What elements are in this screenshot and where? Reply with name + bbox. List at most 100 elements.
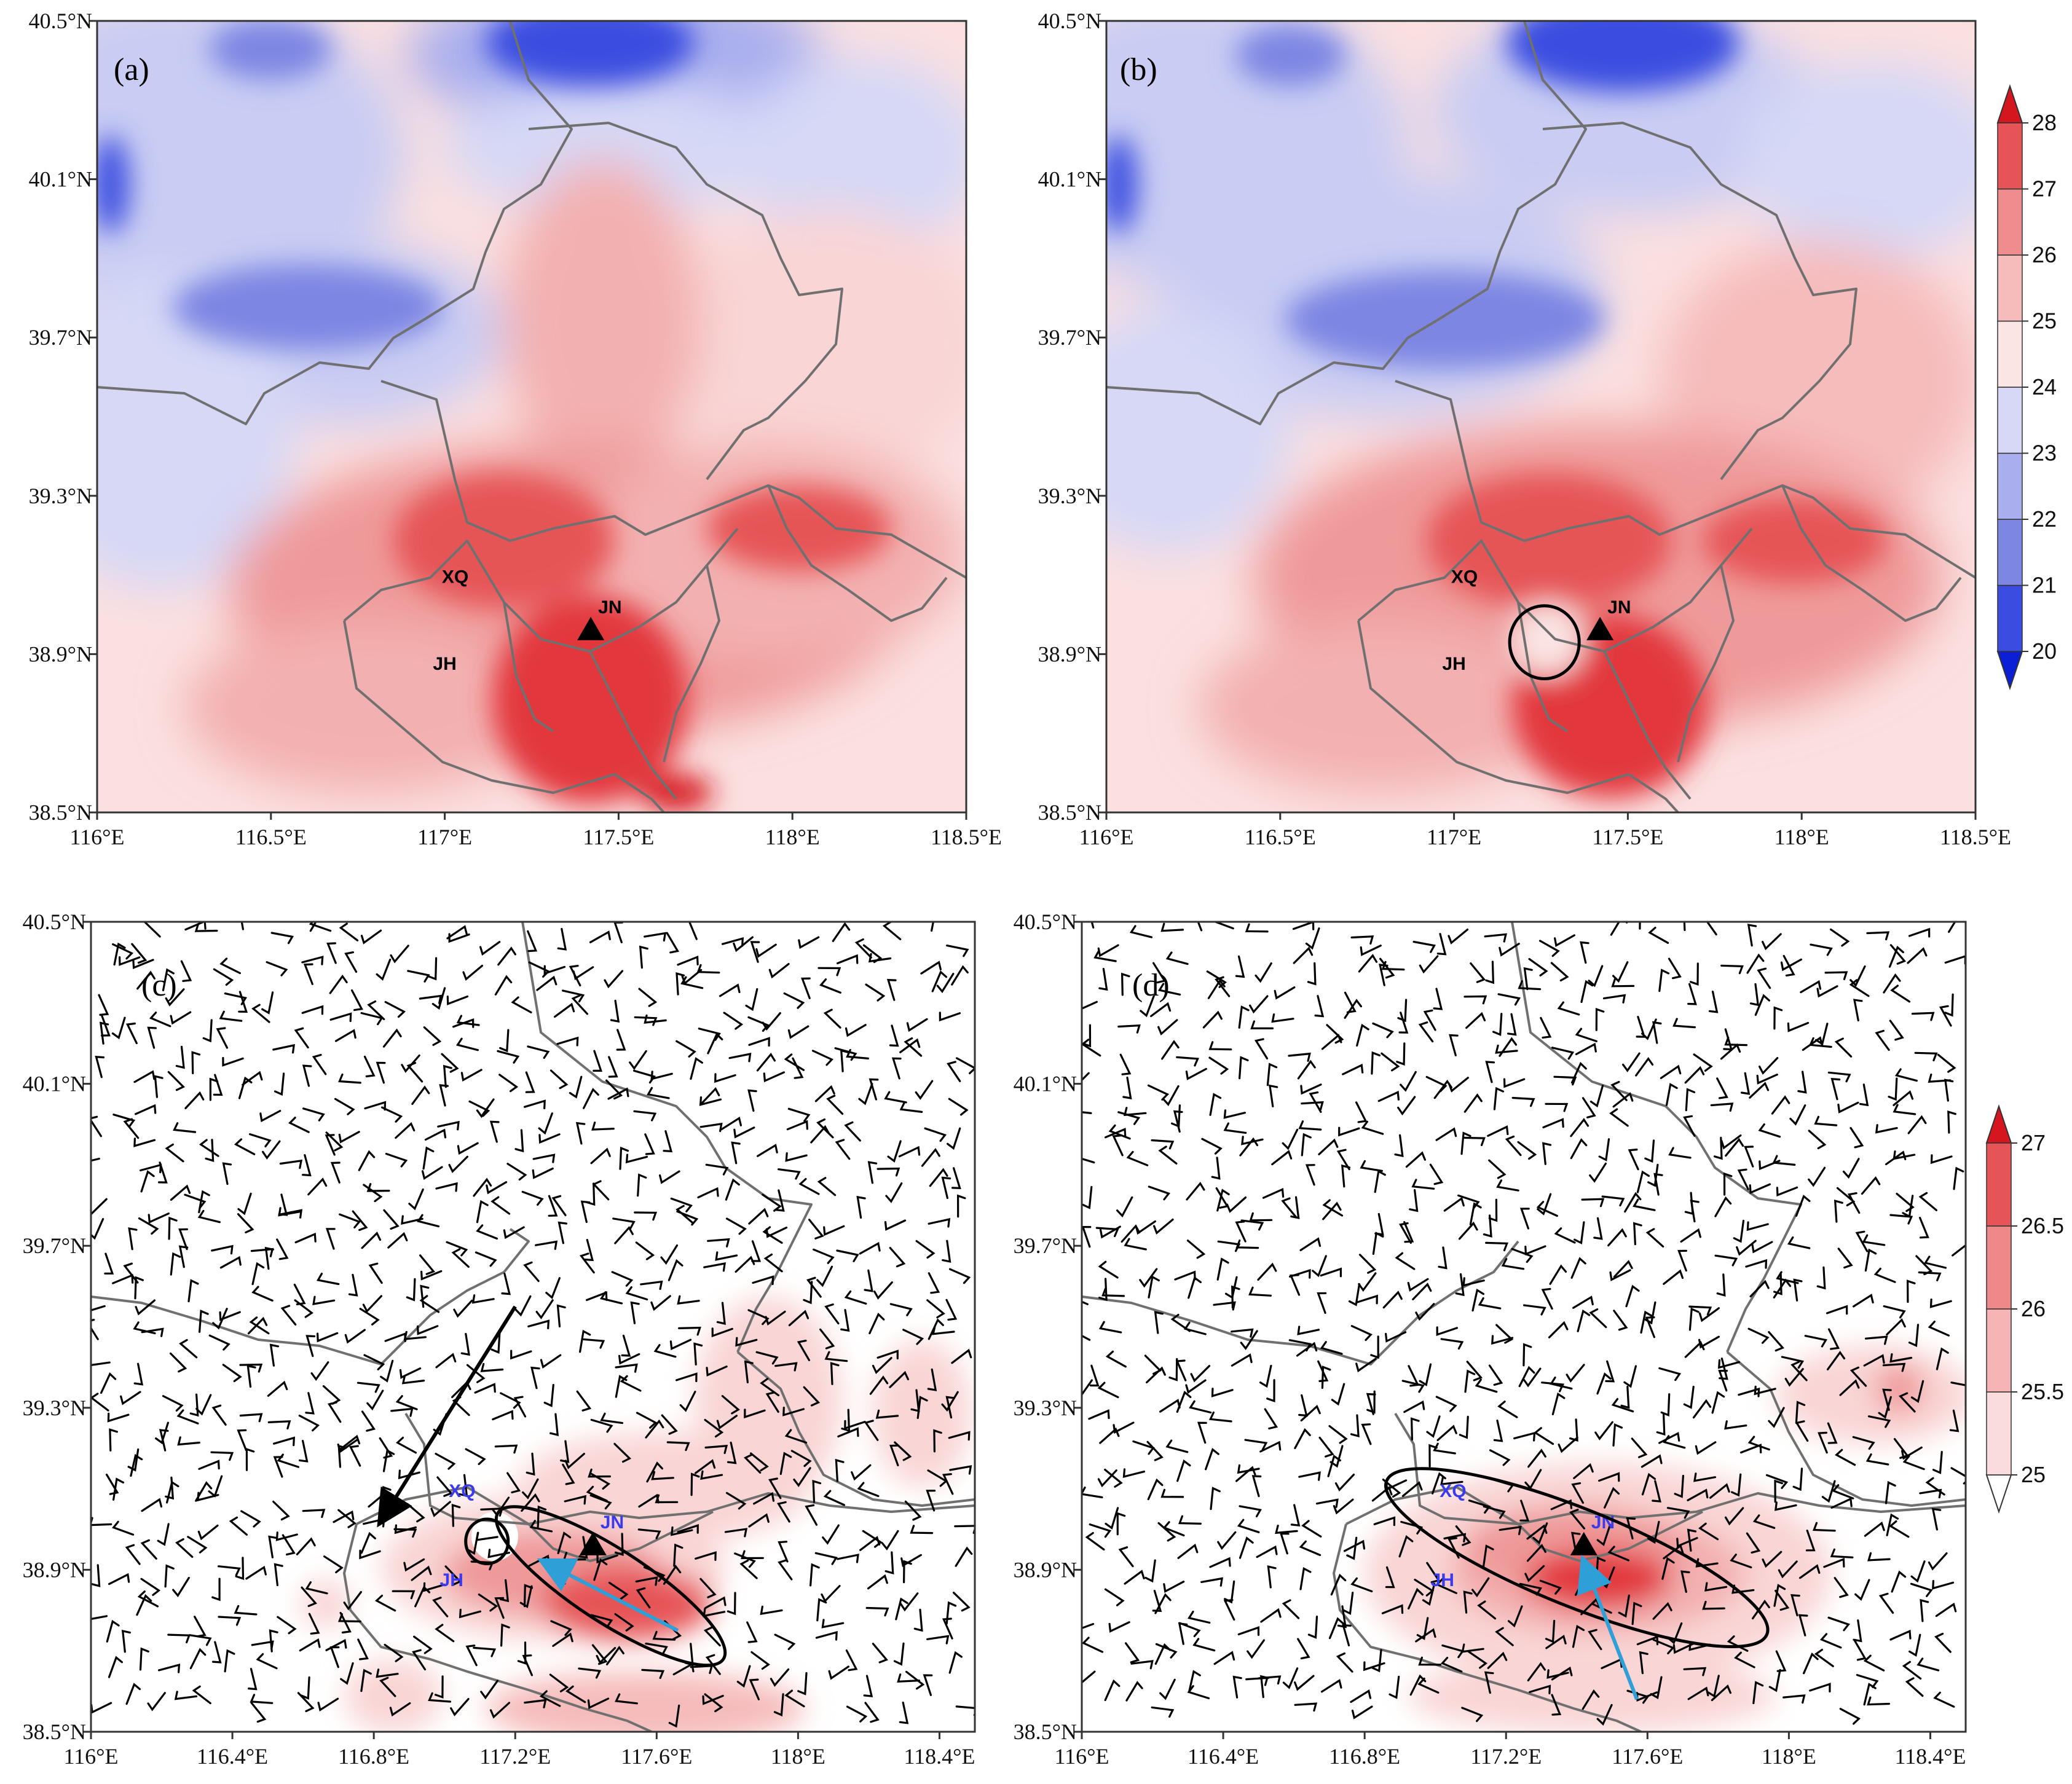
wind-barb: [535, 1240, 558, 1250]
wind-barb: [1549, 1264, 1567, 1285]
wind-barb: [1318, 1436, 1334, 1458]
wind-barb: [790, 1450, 812, 1468]
wind-barb: [1433, 1442, 1456, 1455]
wind-barb: [135, 1104, 157, 1115]
wind-barb: [1235, 1220, 1247, 1243]
wind-barb: [869, 1078, 879, 1101]
wind-barb: [1633, 1222, 1642, 1246]
wind-barb: [1097, 1381, 1119, 1399]
wind-barb: [1436, 933, 1447, 956]
wind-barb: [1518, 980, 1542, 991]
wind-barb: [824, 1351, 848, 1362]
wind-barb: [1085, 1531, 1105, 1550]
wind-barb: [169, 1352, 187, 1373]
wind-barb: [1165, 951, 1189, 965]
wind-barb: [735, 1255, 755, 1273]
wind-barb: [1209, 1557, 1231, 1568]
wind-barb: [460, 1333, 470, 1356]
wind-barb: [1861, 1176, 1881, 1195]
wind-barb: [1889, 1353, 1913, 1363]
wind-barb: [1834, 1577, 1849, 1598]
wind-barb: [889, 1024, 899, 1047]
wind-barb: [560, 1440, 570, 1463]
wind-barb: [596, 1647, 616, 1665]
wind-barb: [733, 1126, 755, 1139]
wind-barb: [587, 1697, 610, 1710]
wind-barb: [588, 1468, 611, 1478]
wind-barb: [522, 1654, 533, 1676]
wind-barb: [1687, 1488, 1709, 1501]
wind-barb: [1212, 922, 1234, 930]
wind-barb: [590, 1147, 611, 1165]
wind-barb: [1170, 1313, 1191, 1332]
panel-c: 116°E 116.4°E 116.8°E 117.2°E 117.6°E 118°E 11…: [23, 910, 976, 1769]
wind-barb: [357, 1638, 369, 1660]
wind-barb: [619, 1146, 629, 1170]
wind-barb: [1724, 1507, 1744, 1526]
wind-barb: [455, 1037, 479, 1051]
wind-barb: [1885, 1480, 1896, 1504]
wind-barb: [251, 1286, 274, 1302]
wind-barb: [1493, 1420, 1503, 1442]
wind-barb: [1772, 1155, 1796, 1166]
wind-barb: [1893, 1090, 1914, 1106]
wind-barb: [1693, 1472, 1717, 1482]
wind-barb: [107, 1412, 130, 1423]
wind-barb: [1119, 1053, 1132, 1075]
wind-barb: [750, 941, 760, 963]
site-marker-triangle: [1586, 616, 1614, 640]
wind-barb: [670, 1526, 693, 1536]
panel-c-annotations: [377, 1305, 727, 1667]
wind-barb: [819, 978, 841, 994]
wind-barb: [334, 1098, 355, 1115]
wind-barb: [1187, 1685, 1210, 1700]
wind-barb: [1282, 1128, 1299, 1150]
wind-barb: [1907, 947, 1928, 964]
x-tick-label: 118°E: [771, 1744, 825, 1769]
wind-barb: [1240, 1330, 1258, 1351]
wind-barb: [1185, 1379, 1207, 1394]
wind-barb: [1683, 1667, 1707, 1676]
wind-barb: [933, 1429, 942, 1453]
wind-barb: [1105, 1128, 1127, 1139]
wind-barb: [1711, 1684, 1731, 1702]
wind-barb: [1532, 1522, 1548, 1545]
wind-barb: [1320, 1678, 1342, 1693]
wind-barb: [904, 1037, 923, 1057]
wind-barb: [1264, 1408, 1278, 1430]
wind-barb: [1527, 1662, 1546, 1682]
wind-barb: [1173, 1110, 1183, 1133]
wind-barb: [621, 1334, 631, 1357]
wind-barb: [524, 1099, 546, 1109]
wind-barb: [229, 1516, 248, 1536]
wind-barb: [529, 1520, 553, 1533]
wind-barb: [640, 1280, 663, 1290]
wind-barb: [1485, 1061, 1495, 1083]
wind-barb: [1594, 1421, 1613, 1440]
wind-barb: [423, 1582, 446, 1592]
wind-barb: [489, 1702, 510, 1719]
wind-barb: [1309, 1091, 1322, 1113]
wind-barb: [821, 1619, 845, 1629]
wind-barb: [486, 1181, 508, 1195]
wind-barb: [277, 1616, 297, 1635]
wind-barb: [282, 1534, 296, 1556]
wind-barb: [889, 1247, 906, 1268]
wind-barb: [837, 954, 859, 965]
wind-barb: [1458, 1221, 1478, 1240]
wind-barb: [1121, 972, 1130, 996]
wind-barb: [166, 1480, 179, 1504]
wind-barb: [637, 1173, 647, 1197]
wind-barb: [1373, 1516, 1396, 1527]
wind-barb: [1830, 928, 1850, 947]
wind-barb: [1488, 1159, 1507, 1179]
wind-barb: [1672, 1018, 1696, 1029]
wind-barb: [325, 1134, 336, 1156]
highlight-circle: [464, 1517, 510, 1566]
wind-barb: [666, 1441, 690, 1452]
wind-barb: [614, 1225, 634, 1244]
wind-barb: [1165, 1439, 1189, 1453]
wind-barb: [305, 1392, 315, 1415]
wind-barb: [1752, 1514, 1776, 1529]
